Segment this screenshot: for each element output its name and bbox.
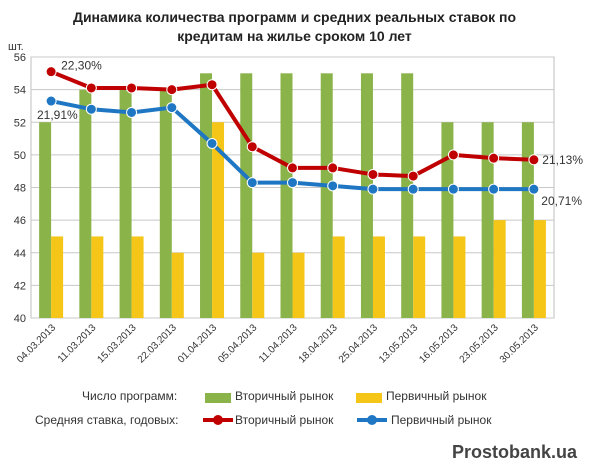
legend-marker-line-primary [367,415,377,425]
bar [481,122,494,318]
y-tick-label: 46 [14,215,26,227]
data-point [488,152,500,164]
data-point [45,95,57,107]
legend-marker-line-secondary [213,415,223,425]
data-point [327,180,339,192]
x-tick-label: 23.05.2013 [458,322,501,365]
data-point [528,183,540,195]
x-tick-label: 25.04.2013 [337,322,380,365]
data-point [488,183,500,195]
data-point [447,149,459,161]
x-tick-label: 01.04.2013 [176,322,219,365]
bar [372,236,385,318]
data-point [407,170,419,182]
y-tick-label: 52 [14,117,26,129]
bar [292,252,305,318]
data-point [327,162,339,174]
data-point [246,177,258,189]
legend-swatch-bar-primary [356,393,382,403]
data-point [246,141,258,153]
y-axis-unit: шт. [8,41,24,53]
data-point [447,183,459,195]
chart-title-line1: Динамика количества программ и средних р… [72,9,517,25]
data-point [45,66,57,78]
y-tick-label: 56 [14,52,26,64]
bar [131,236,144,318]
bar [401,73,414,318]
data-label: 22,30% [61,59,102,73]
bar [332,236,345,318]
legend-rate-label: Средняя ставка, годовых: [35,413,179,427]
data-point [206,79,218,91]
bar [441,122,454,318]
bar [533,220,546,318]
bar [360,73,373,318]
legend-bar-secondary-label: Вторичный рынок [235,389,334,403]
bar [521,122,534,318]
data-point [287,162,298,174]
chart-title-line2: кредитам на жилье сроком 10 лет [177,28,412,44]
data-point [166,102,178,114]
bar [453,236,466,318]
bar [493,220,506,318]
bar [39,122,52,318]
bar [320,73,333,318]
x-tick-label: 15.03.2013 [96,322,139,365]
bar [159,89,172,318]
bar [252,252,265,318]
y-tick-label: 48 [14,183,26,195]
data-point [126,106,138,118]
data-label: 20,71% [541,194,582,208]
bar [171,252,184,318]
data-point [287,177,298,189]
data-point [407,183,419,195]
data-point [85,82,97,94]
x-tick-label: 04.03.2013 [15,322,58,365]
y-tick-label: 50 [14,150,26,162]
data-point [206,137,218,149]
watermark: Prostobank.ua [451,442,577,462]
bar [240,73,253,318]
data-point [166,84,178,96]
y-tick-label: 44 [14,248,26,260]
x-tick-label: 30.05.2013 [498,322,541,365]
x-tick-label: 11.03.2013 [56,322,99,365]
y-tick-label: 40 [14,313,26,325]
bar [79,89,92,318]
x-tick-label: 13.05.2013 [377,322,420,365]
legend-line-secondary-label: Вторичный рынок [235,413,334,427]
x-tick-label: 11.04.2013 [257,322,300,365]
data-point [126,82,138,94]
x-tick-label: 05.04.2013 [216,322,259,365]
x-tick-label: 22.03.2013 [136,322,179,365]
data-point [367,168,379,180]
y-tick-label: 54 [14,85,26,97]
x-tick-label: 16.05.2013 [417,322,460,365]
legend-line-primary-label: Первичный рынок [391,413,492,427]
x-tick-label: 18.04.2013 [297,322,340,365]
bar [91,236,104,318]
data-label: 21,91% [37,108,78,122]
bar [212,122,225,318]
legend-swatch-bar-secondary [205,393,231,403]
bar [413,236,426,318]
data-point [85,103,97,115]
data-point [528,154,540,166]
bar [280,73,293,318]
data-label: 21,13% [542,153,583,167]
legend-programs-label: Число программ: [82,389,178,403]
y-tick-label: 42 [14,280,26,292]
data-point [367,183,379,195]
bar [119,89,132,318]
bar [51,236,64,318]
chart-title: Динамика количества программ и средних р… [0,8,589,46]
bar [200,73,213,318]
legend-bar-primary-label: Первичный рынок [386,389,487,403]
